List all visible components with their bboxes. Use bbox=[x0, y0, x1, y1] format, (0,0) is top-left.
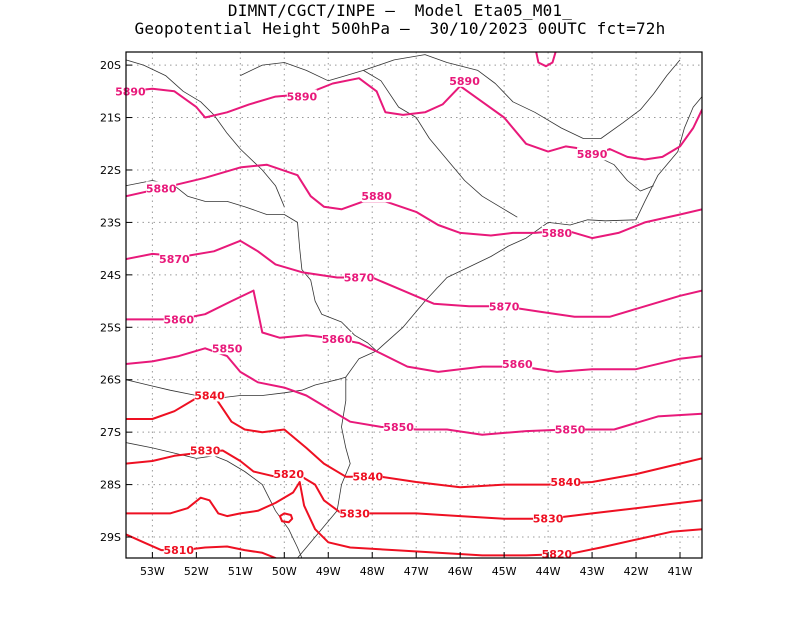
x-tick-label: 50W bbox=[272, 565, 297, 578]
contour-label: 5880 bbox=[361, 190, 392, 203]
contour-label-bg bbox=[194, 388, 225, 402]
title-line-2: Geopotential Height 500hPa – 30/10/2023 … bbox=[134, 19, 666, 38]
contour-5860 bbox=[126, 289, 702, 373]
contour-label-bg bbox=[163, 543, 194, 557]
contour-label: 5860 bbox=[322, 333, 353, 346]
title-line-1: DIMNT/CGCT/INPE – Model Eta05_M01_ bbox=[227, 1, 573, 20]
y-tick-label: 23S bbox=[100, 216, 121, 229]
contour-label: 5890 bbox=[287, 91, 318, 104]
contour-label-bg bbox=[273, 467, 304, 481]
contour-label: 5840 bbox=[353, 471, 384, 484]
contour-5820 bbox=[278, 512, 294, 524]
contour-label-bg bbox=[146, 181, 177, 195]
border-line bbox=[126, 442, 303, 558]
border-line bbox=[376, 96, 702, 352]
contour-label-bg bbox=[449, 73, 480, 87]
x-tick-label: 52W bbox=[184, 565, 209, 578]
x-tick-label: 44W bbox=[536, 565, 561, 578]
contour-label: 5870 bbox=[489, 300, 520, 313]
contour-label: 5820 bbox=[542, 548, 573, 561]
contour-5880 bbox=[126, 163, 702, 240]
y-tick-label: 26S bbox=[100, 374, 121, 387]
y-tick-label: 25S bbox=[100, 321, 121, 334]
border-line bbox=[363, 54, 681, 139]
x-tick-label: 47W bbox=[404, 565, 429, 578]
contour-label-bg bbox=[163, 312, 194, 326]
contour-label-bg bbox=[322, 331, 353, 345]
contour-label: 5840 bbox=[194, 389, 225, 402]
contour-5840 bbox=[126, 394, 702, 489]
contour-label-bg bbox=[344, 270, 375, 284]
x-tick-label: 41W bbox=[668, 565, 693, 578]
contour-label-bg bbox=[550, 474, 581, 488]
contour-label: 5890 bbox=[449, 75, 480, 88]
border-line bbox=[240, 62, 518, 218]
contour-label-bg bbox=[352, 469, 383, 483]
border-line bbox=[591, 153, 654, 192]
x-tick-label: 51W bbox=[228, 565, 253, 578]
y-tick-label: 27S bbox=[100, 426, 121, 439]
contour-label-bg bbox=[286, 89, 317, 103]
x-tick-label: 42W bbox=[624, 565, 649, 578]
contour-label: 5840 bbox=[550, 476, 581, 489]
plot-frame bbox=[125, 51, 703, 559]
contour-label: 5890 bbox=[577, 148, 608, 161]
contour-5890 bbox=[126, 77, 702, 161]
contour-label: 5850 bbox=[212, 342, 243, 355]
contour-label-bg bbox=[502, 356, 533, 370]
y-tick-label: 24S bbox=[100, 269, 121, 282]
border-line bbox=[126, 376, 346, 399]
contour-5810 bbox=[126, 533, 277, 558]
contour-5870 bbox=[126, 239, 702, 318]
border-line bbox=[126, 180, 377, 352]
x-tick-label: 49W bbox=[316, 565, 341, 578]
x-tick-label: 46W bbox=[448, 565, 473, 578]
contour-5820 bbox=[126, 481, 702, 557]
contour-label-bg bbox=[541, 225, 572, 239]
contour-5890 bbox=[535, 52, 557, 68]
contour-label: 5880 bbox=[542, 227, 573, 240]
y-tick-label: 22S bbox=[100, 164, 121, 177]
contour-label: 5830 bbox=[533, 513, 564, 526]
x-tick-label: 53W bbox=[140, 565, 165, 578]
map-title: DIMNT/CGCT/INPE – Model Eta05_M01_ Geopo… bbox=[0, 2, 800, 38]
contour-label: 5830 bbox=[339, 507, 370, 520]
contour-label-bg bbox=[577, 147, 608, 161]
x-tick-label: 43W bbox=[580, 565, 605, 578]
x-tick-label: 45W bbox=[492, 565, 517, 578]
y-tick-label: 28S bbox=[100, 479, 121, 492]
contour-label: 5860 bbox=[502, 358, 533, 371]
contour-label-bg bbox=[115, 84, 146, 98]
contour-label: 5870 bbox=[159, 253, 190, 266]
contour-label: 5880 bbox=[146, 182, 177, 195]
contour-label-bg bbox=[541, 546, 572, 560]
contour-label: 5870 bbox=[344, 271, 375, 284]
contour-label-bg bbox=[361, 189, 392, 203]
y-tick-label: 20S bbox=[100, 59, 121, 72]
contour-label-bg bbox=[339, 506, 370, 520]
axis-ticks: 53W 52W 51W 50W 49W 48W 47W 46W 45W 44W 43W 42W 41W 2… bbox=[100, 59, 693, 578]
y-tick-label: 29S bbox=[100, 531, 121, 544]
contour-label: 5890 bbox=[115, 85, 146, 98]
border-line bbox=[297, 350, 377, 558]
contour-label: 5850 bbox=[383, 421, 414, 434]
contour-label-bg bbox=[383, 419, 414, 433]
contour-label-bg bbox=[159, 252, 190, 266]
contour-label: 5810 bbox=[163, 544, 194, 557]
contour-label-bg bbox=[212, 341, 243, 355]
contour-label: 5820 bbox=[273, 468, 304, 481]
contour-label-bg bbox=[555, 422, 586, 436]
contour-label: 5830 bbox=[190, 445, 221, 458]
contour-label: 5850 bbox=[555, 424, 586, 437]
y-tick-label: 21S bbox=[100, 112, 121, 125]
contour-label-bg bbox=[190, 443, 221, 457]
contour-label: 5860 bbox=[163, 313, 194, 326]
x-tick-label: 48W bbox=[360, 565, 385, 578]
contour-label-bg bbox=[489, 299, 520, 313]
contour-label-bg bbox=[533, 511, 564, 525]
